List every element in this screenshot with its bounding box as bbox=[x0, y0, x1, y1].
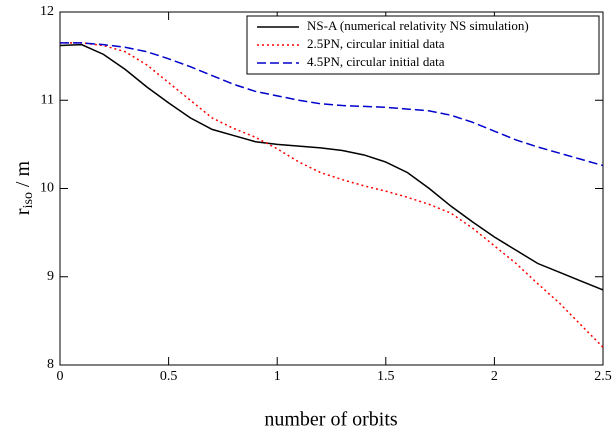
y-axis-label: riso / m bbox=[12, 160, 37, 215]
x-tick-label: 1 bbox=[274, 369, 281, 384]
x-tick-label: 0 bbox=[57, 369, 64, 384]
legend-label: 4.5PN, circular initial data bbox=[307, 54, 445, 69]
y-label-subscript: iso bbox=[21, 192, 36, 208]
x-axis-label: number of orbits bbox=[264, 409, 398, 431]
y-tick-label: 11 bbox=[41, 92, 54, 107]
x-tick-label: 0.5 bbox=[160, 369, 178, 384]
series-line bbox=[60, 42, 604, 167]
y-tick-label: 8 bbox=[47, 357, 54, 372]
legend-box bbox=[246, 15, 600, 75]
y-label-main: r bbox=[12, 208, 34, 215]
x-tick-label: 2.5 bbox=[594, 369, 612, 384]
x-tick-label: 1.5 bbox=[377, 369, 395, 384]
x-tick-label: 2 bbox=[491, 369, 498, 384]
series-line bbox=[59, 43, 604, 291]
y-tick-label: 10 bbox=[40, 181, 54, 196]
y-tick-label: 12 bbox=[40, 4, 54, 19]
y-label-unit: / m bbox=[12, 160, 34, 187]
legend-label: 2.5PN, circular initial data bbox=[307, 36, 445, 51]
y-tick-label: 9 bbox=[47, 269, 54, 284]
series-line bbox=[60, 42, 604, 348]
legend-label: NS-A (numerical relativity NS simulation… bbox=[307, 18, 529, 33]
